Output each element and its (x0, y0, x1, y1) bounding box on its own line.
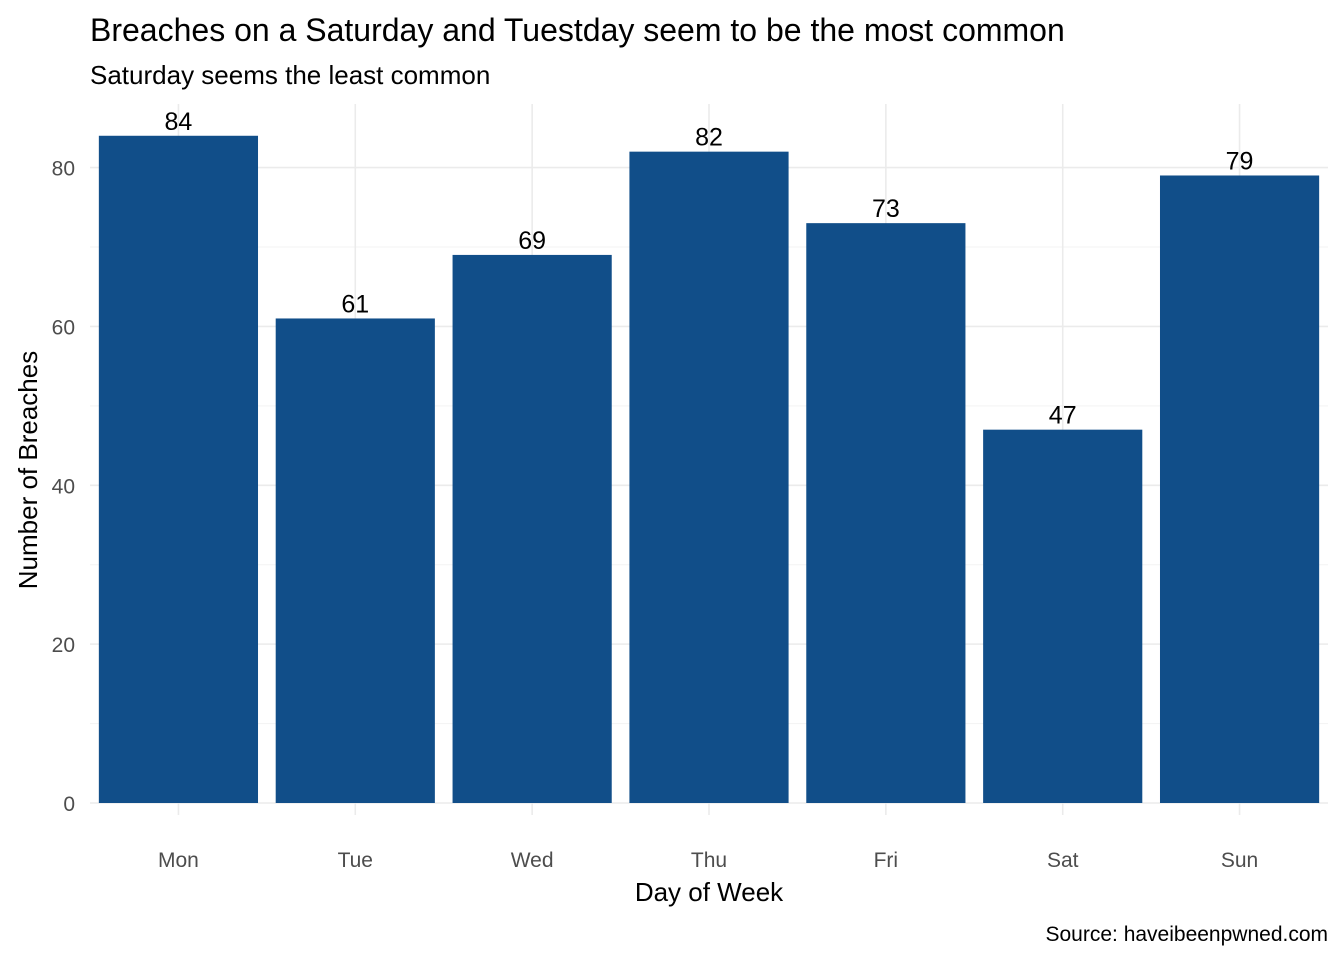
x-axis-title: Day of Week (635, 877, 784, 907)
x-tick-label-mon: Mon (158, 849, 199, 872)
chart-caption: Source: haveibeenpwned.com (1045, 923, 1328, 946)
x-tick-label-fri: Fri (874, 849, 899, 872)
bar-fri (806, 223, 966, 804)
bar-wed (452, 254, 612, 803)
bar-mon (98, 135, 259, 804)
data-label-fri: 73 (872, 195, 900, 223)
data-labels: 84 61 69 82 73 47 79 (165, 108, 1254, 430)
x-tick-label-sun: Sun (1221, 849, 1258, 872)
bar-thu (629, 151, 789, 804)
y-tick-label: 0 (63, 793, 75, 816)
y-tick-label: 40 (52, 475, 75, 498)
chart-subtitle: Saturday seems the least common (90, 60, 490, 90)
bars (98, 135, 1320, 804)
data-label-thu: 82 (695, 124, 723, 152)
chart-title: Breaches on a Saturday and Tuestday seem… (90, 12, 1065, 48)
x-tick-label-sat: Sat (1047, 849, 1079, 872)
y-axis-ticks: 0 20 40 60 80 (52, 158, 75, 816)
y-axis-title: Number of Breaches (13, 351, 43, 589)
data-label-tue: 61 (341, 290, 369, 318)
y-tick-label: 60 (52, 316, 75, 339)
x-tick-label-tue: Tue (338, 849, 373, 872)
data-label-wed: 69 (518, 227, 546, 255)
data-label-mon: 84 (165, 108, 193, 136)
bar-sat (983, 429, 1143, 803)
y-tick-label: 20 (52, 634, 75, 657)
x-axis-ticks: Mon Tue Wed Thu Fri Sat Sun (158, 849, 1258, 872)
x-tick-label-thu: Thu (691, 849, 727, 872)
bar-sun (1159, 175, 1320, 803)
bar-tue (275, 318, 435, 803)
data-label-sun: 79 (1226, 147, 1254, 175)
x-tick-label-wed: Wed (511, 849, 554, 872)
data-label-sat: 47 (1049, 402, 1077, 430)
y-tick-label: 80 (52, 158, 75, 181)
